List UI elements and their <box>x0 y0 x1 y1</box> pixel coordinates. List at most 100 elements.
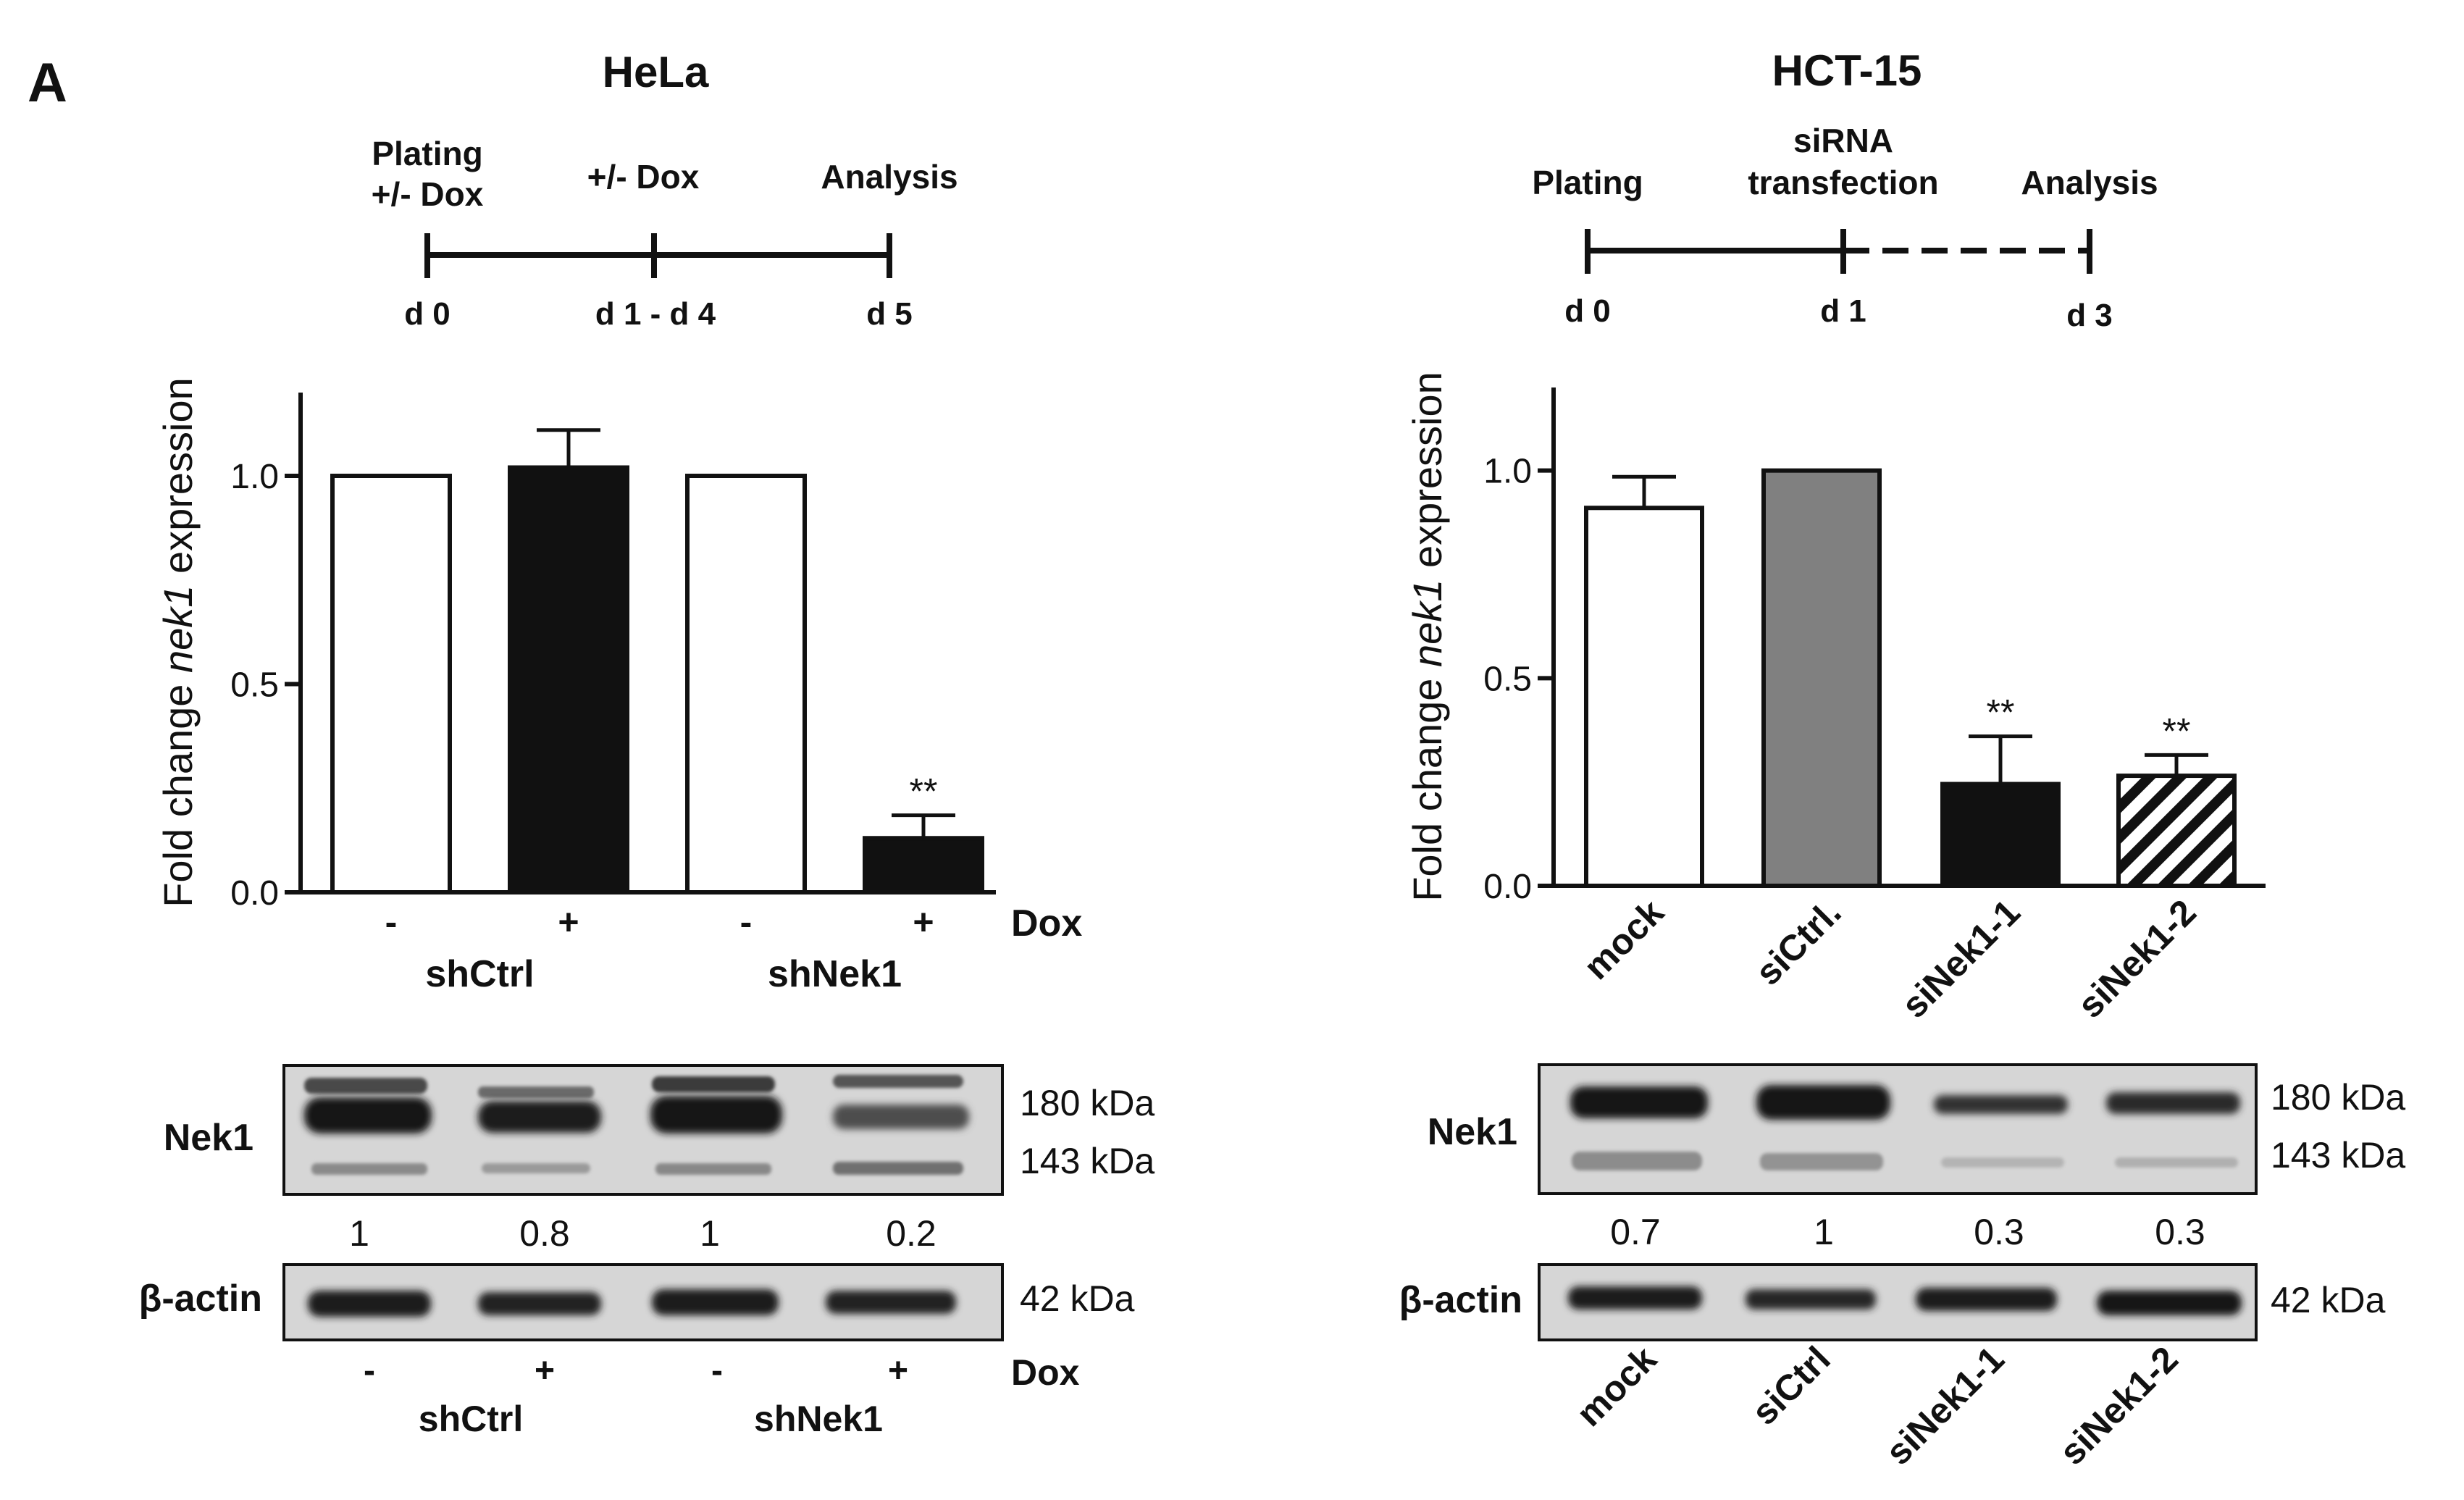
y-axis-label-part: nek1 <box>155 585 201 673</box>
y-axis-label: Fold change nek1 expression <box>1404 372 1450 902</box>
kda-marker: 180 kDa <box>2271 1077 2405 1118</box>
nek1-band <box>1934 1095 2068 1114</box>
actin-bands <box>1568 1286 2242 1315</box>
timeline-day: d 3 <box>2066 298 2113 333</box>
blot-nek1-label: Nek1 <box>1428 1111 1517 1153</box>
x-category-label: siNek1-2 <box>2070 892 2204 1026</box>
quant-value: 1 <box>349 1213 369 1254</box>
timeline-event-label: +/- Dox <box>372 175 484 213</box>
x-group-label: shNek1 <box>768 953 902 995</box>
actin-band <box>652 1289 779 1315</box>
dox-sign: - <box>364 1352 375 1390</box>
nek1-bands <box>1570 1085 2240 1170</box>
group-label: shNek1 <box>754 1399 883 1439</box>
timeline-day: d 1 <box>1820 293 1866 329</box>
timeline-day: d 0 <box>404 296 451 332</box>
nek1-band <box>833 1105 969 1129</box>
hct-western-blot: Nek1 180 kDa 143 kDa 0.7 1 0.3 0.3 β-act… <box>1399 1063 2405 1472</box>
blot-actin-label: β-actin <box>139 1278 262 1320</box>
quant-value: 0.3 <box>1974 1212 2024 1252</box>
timeline-day: d 1 - d 4 <box>595 296 716 332</box>
actin-band <box>826 1291 956 1314</box>
nek1-band <box>1756 1085 1890 1120</box>
quant-value: 0.8 <box>519 1213 570 1254</box>
bar <box>1584 506 1704 888</box>
kda-marker: 180 kDa <box>1020 1083 1155 1123</box>
timeline-event-label: Plating <box>372 135 482 172</box>
bar <box>863 836 984 894</box>
nek1-band <box>833 1162 963 1175</box>
timeline-event-label: Analysis <box>821 158 957 196</box>
actin-band <box>2097 1291 2242 1315</box>
actin-band <box>1746 1289 1876 1310</box>
panel-letter: A <box>28 52 67 114</box>
quant-value: 0.7 <box>1610 1212 1661 1252</box>
actin-bands <box>308 1289 956 1317</box>
hct-title: HCT-15 <box>1772 46 1922 95</box>
bar <box>330 474 452 894</box>
y-axis-label-part: expression <box>1404 372 1450 579</box>
actin-band <box>1568 1286 1702 1310</box>
significance-marker: ** <box>1987 692 2015 733</box>
nek1-band <box>1941 1157 2064 1168</box>
y-tick-label: 0.5 <box>230 666 279 705</box>
hela-title: HeLa <box>603 48 709 96</box>
bar <box>2116 774 2237 888</box>
quant-value: 1 <box>700 1213 720 1254</box>
dox-sign: - <box>711 1352 723 1390</box>
nek1-band <box>2115 1157 2238 1168</box>
lane-label: siNek1-1 <box>1878 1338 2012 1472</box>
timeline-day: d 5 <box>866 296 913 332</box>
blot-nek1-label: Nek1 <box>164 1117 253 1159</box>
dox-sign: + <box>535 1352 555 1390</box>
nek1-band <box>655 1163 771 1175</box>
x-category-label: mock <box>1576 892 1672 987</box>
y-axis-label-part: expression <box>155 377 201 585</box>
bar <box>508 465 629 894</box>
y-axis-label-part: Fold change <box>155 673 201 908</box>
nek1-band <box>304 1097 432 1134</box>
hct-panel: HCT-15 Plating siRNA transfection Analys… <box>1399 46 2406 1472</box>
nek1-band <box>1570 1086 1708 1118</box>
kda-marker: 42 kDa <box>1020 1278 1135 1319</box>
actin-band <box>308 1291 431 1317</box>
dox-label: Dox <box>1011 1352 1080 1393</box>
timeline-event-label: Plating <box>1532 164 1643 201</box>
x-axis-label: Dox <box>1011 902 1082 944</box>
hela-bar-chart: 0.0 0.5 1.0 Fold change nek1 expression ** - +… <box>155 377 1082 995</box>
x-category-label: siNek1-1 <box>1894 892 2028 1026</box>
timeline-day: d 0 <box>1564 293 1611 329</box>
kda-marker: 42 kDa <box>2271 1280 2386 1320</box>
significance-marker: ** <box>2163 711 2191 751</box>
nek1-blot-box <box>1538 1063 2258 1195</box>
actin-band <box>1916 1288 2057 1311</box>
bar <box>1761 468 1882 888</box>
bar <box>1940 782 2061 888</box>
significance-marker: ** <box>910 771 938 812</box>
nek1-band <box>482 1163 590 1173</box>
nek1-band <box>2106 1092 2240 1114</box>
x-category-label: - <box>740 902 753 942</box>
x-group-label: shCtrl <box>425 953 534 995</box>
hct-timeline: Plating siRNA transfection Analysis d 0 … <box>1532 122 2158 333</box>
actin-band <box>478 1292 601 1315</box>
quant-value: 0.3 <box>2155 1212 2205 1252</box>
x-category-label: + <box>913 902 934 942</box>
kda-marker: 143 kDa <box>2271 1135 2405 1176</box>
x-category-label: - <box>385 902 398 942</box>
timeline-event-label: Analysis <box>2021 164 2158 201</box>
hela-western-blot: Nek1 180 kDa 143 kDa 1 0.8 1 0.2 <box>139 1064 1155 1439</box>
hela-panel: HeLa Plating +/- Dox +/- Dox Analysis d … <box>139 48 1155 1439</box>
group-label: shCtrl <box>419 1399 523 1439</box>
nek1-band <box>833 1075 963 1088</box>
nek1-band <box>650 1096 782 1134</box>
hct-bar-chart: 0.0 0.5 1.0 Fold change nek1 expression ** **… <box>1404 372 2266 1026</box>
hela-timeline: Plating +/- Dox +/- Dox Analysis d 0 d 1… <box>372 135 958 332</box>
timeline-event-label: siRNA <box>1793 122 1893 159</box>
dox-sign: + <box>888 1352 908 1390</box>
nek1-band <box>478 1101 601 1133</box>
nek1-band <box>1760 1153 1883 1170</box>
y-tick-label: 1.0 <box>230 458 279 496</box>
quant-value: 1 <box>1814 1212 1834 1252</box>
blot-actin-label: β-actin <box>1399 1279 1522 1321</box>
